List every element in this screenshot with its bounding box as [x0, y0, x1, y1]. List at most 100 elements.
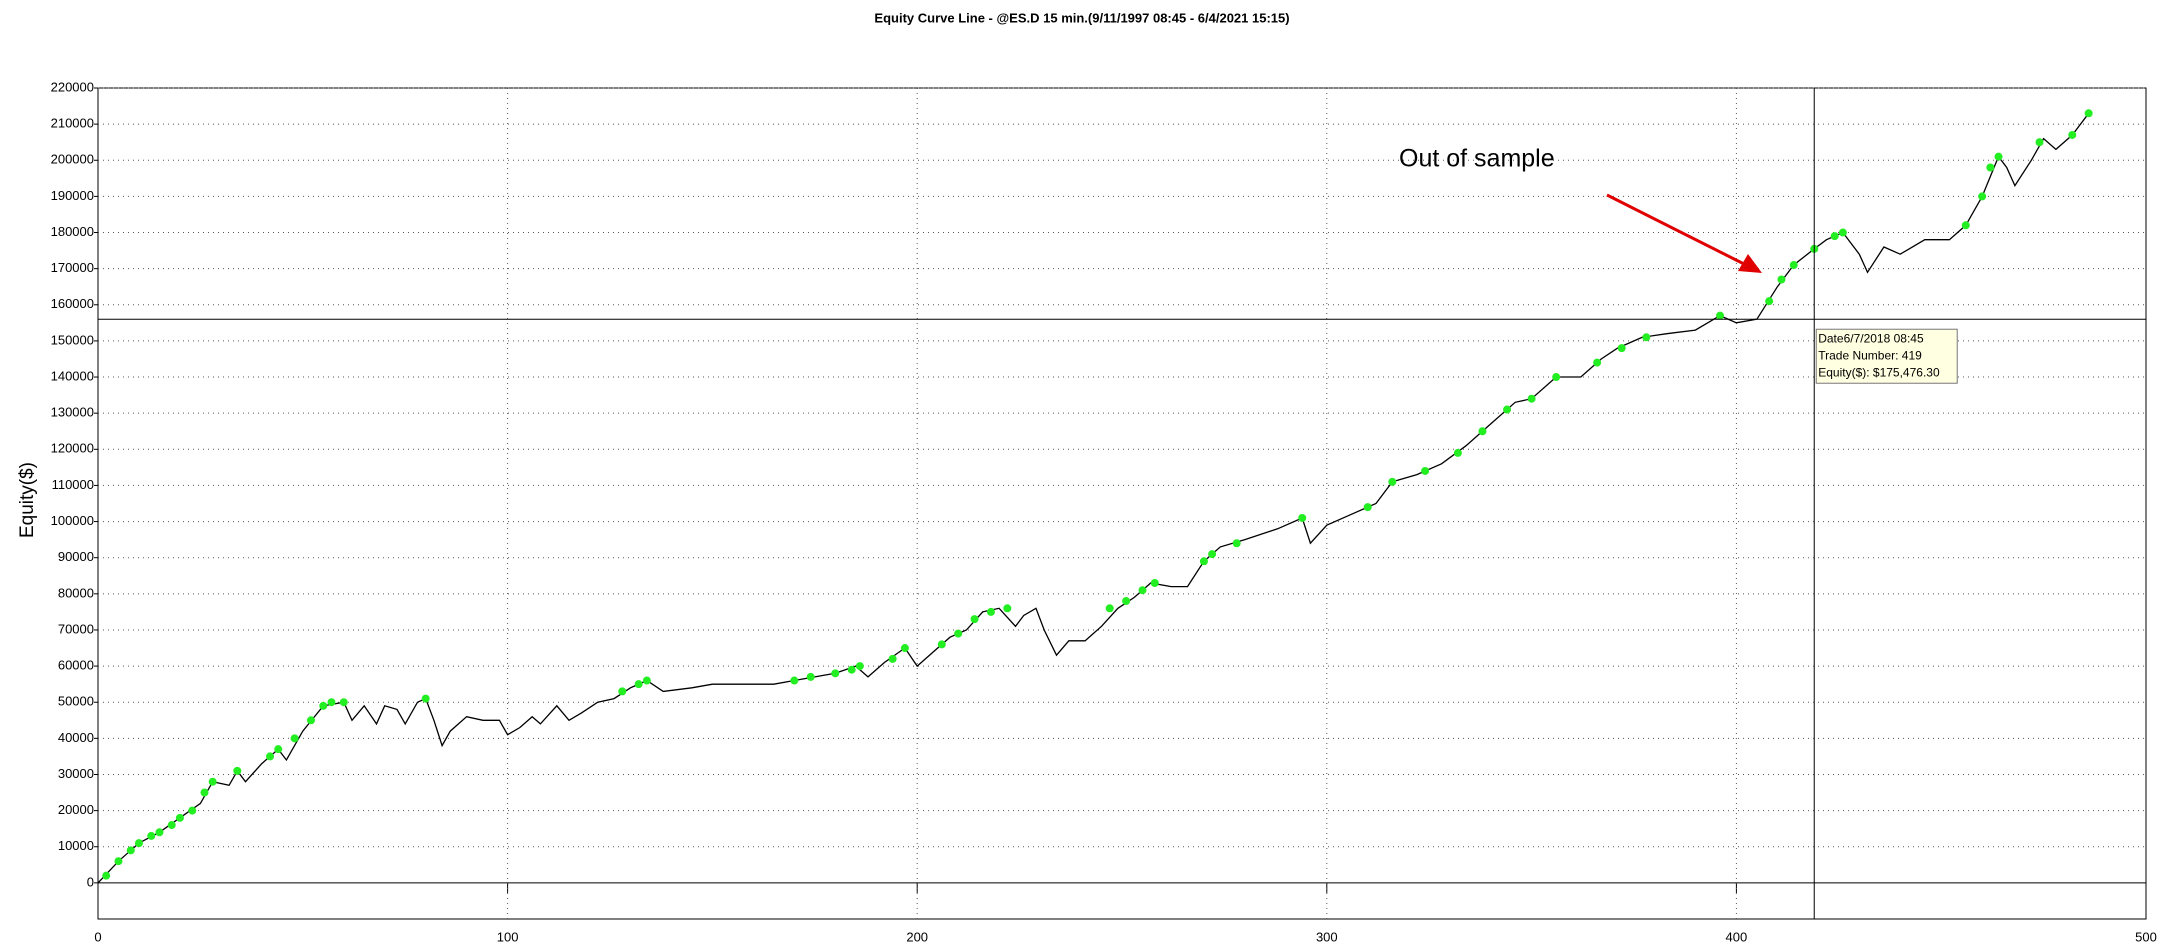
new-high-marker	[618, 687, 627, 696]
tooltip-box	[1815, 328, 1958, 384]
new-high-marker	[2068, 130, 2077, 139]
new-high-marker	[954, 629, 963, 638]
x-tick-label: 200	[906, 929, 928, 944]
new-high-marker	[1199, 557, 1208, 566]
new-high-marker	[233, 766, 242, 775]
y-tick-label: 80000	[58, 585, 94, 600]
tooltip-line: Trade Number: 419	[1818, 348, 1922, 362]
y-tick-label: 0	[87, 874, 94, 889]
new-high-marker	[1208, 550, 1217, 559]
new-high-marker	[847, 665, 856, 674]
new-high-marker	[134, 839, 143, 848]
new-high-marker	[986, 607, 995, 616]
new-high-marker	[1593, 358, 1602, 367]
y-tick-label: 100000	[51, 513, 94, 528]
new-high-marker	[937, 640, 946, 649]
new-high-marker	[1716, 311, 1725, 320]
new-high-marker	[306, 716, 315, 725]
new-high-marker	[900, 644, 909, 653]
x-tick-label: 0	[94, 929, 101, 944]
x-tick-label: 400	[1726, 929, 1748, 944]
new-high-marker	[1503, 405, 1512, 414]
new-high-marker	[1961, 221, 1970, 230]
new-high-marker	[1003, 604, 1012, 613]
new-high-marker	[970, 615, 979, 624]
annotation-arrowhead	[1738, 254, 1762, 273]
new-high-marker	[1527, 394, 1536, 403]
new-high-marker	[290, 734, 299, 743]
new-high-marker	[319, 701, 328, 710]
x-tick-label: 300	[1316, 929, 1338, 944]
annotation-arrow	[1606, 193, 1751, 269]
y-tick-label: 210000	[51, 116, 94, 131]
x-tick-label: 100	[497, 929, 519, 944]
new-high-marker	[114, 857, 123, 866]
y-tick-label: 220000	[51, 79, 94, 94]
new-high-marker	[888, 654, 897, 663]
new-high-marker	[1388, 477, 1397, 486]
new-high-marker	[1830, 232, 1839, 241]
chart-title: Equity Curve Line - @ES.D 15 min.(9/11/1…	[874, 10, 1289, 25]
new-high-marker	[1789, 261, 1798, 270]
new-high-marker	[1150, 578, 1159, 587]
y-tick-label: 10000	[58, 838, 94, 853]
new-high-marker	[1122, 597, 1131, 606]
new-high-marker	[1298, 513, 1307, 522]
y-tick-label: 110000	[52, 477, 94, 492]
new-high-marker	[1838, 228, 1847, 237]
y-tick-label: 170000	[51, 260, 94, 275]
y-tick-label: 180000	[51, 224, 94, 239]
new-high-marker	[1138, 586, 1147, 595]
y-tick-label: 20000	[58, 802, 94, 817]
new-high-marker	[1986, 163, 1995, 172]
tooltip-line: Equity($): $175,476.30	[1818, 365, 1940, 379]
new-high-marker	[1765, 297, 1774, 306]
new-high-marker	[1978, 192, 1987, 201]
new-high-marker	[1421, 466, 1430, 475]
y-tick-label: 50000	[58, 694, 94, 709]
new-high-marker	[855, 662, 864, 671]
y-tick-label: 160000	[51, 296, 94, 311]
y-tick-label: 120000	[51, 441, 94, 456]
new-high-marker	[806, 672, 815, 681]
new-high-marker	[831, 669, 840, 678]
y-tick-label: 140000	[51, 368, 94, 383]
new-high-marker	[790, 676, 799, 685]
new-high-marker	[634, 680, 643, 689]
new-high-marker	[102, 871, 111, 880]
new-high-marker	[339, 698, 348, 707]
new-high-marker	[208, 777, 217, 786]
new-high-marker	[274, 745, 283, 754]
new-high-marker	[167, 821, 176, 830]
new-high-marker	[327, 698, 336, 707]
new-high-marker	[155, 828, 164, 837]
new-high-marker	[1105, 604, 1114, 613]
equity-line	[97, 112, 2090, 884]
new-high-marker	[266, 752, 275, 761]
new-high-marker	[1994, 152, 2003, 161]
new-high-marker	[1777, 275, 1786, 284]
new-high-marker	[2035, 138, 2044, 147]
y-tick-label: 190000	[51, 188, 94, 203]
y-tick-label: 60000	[58, 658, 94, 673]
plot-area: 0 10000 20000 30000 40000 50000 60000 70000 8000…	[51, 79, 2157, 944]
new-high-marker	[188, 806, 197, 815]
new-high-marker	[147, 831, 156, 840]
y-tick-label: 30000	[58, 766, 94, 781]
new-high-marker	[1232, 539, 1241, 548]
y-axis-label: Equity($)	[17, 462, 38, 538]
y-tick-label: 70000	[58, 621, 94, 636]
new-high-marker	[421, 694, 430, 703]
new-high-marker	[126, 846, 135, 855]
new-high-marker	[1552, 373, 1561, 382]
new-high-marker	[175, 813, 184, 822]
new-high-marker	[1478, 427, 1487, 436]
new-high-marker	[2084, 109, 2093, 118]
x-tick-label: 500	[2135, 929, 2157, 944]
tooltip-line: Date6/7/2018 08:45	[1818, 331, 1924, 345]
new-high-marker	[1453, 448, 1462, 457]
plot-frame	[97, 87, 2147, 920]
new-high-marker	[1363, 503, 1372, 512]
y-tick-label: 200000	[51, 152, 94, 167]
